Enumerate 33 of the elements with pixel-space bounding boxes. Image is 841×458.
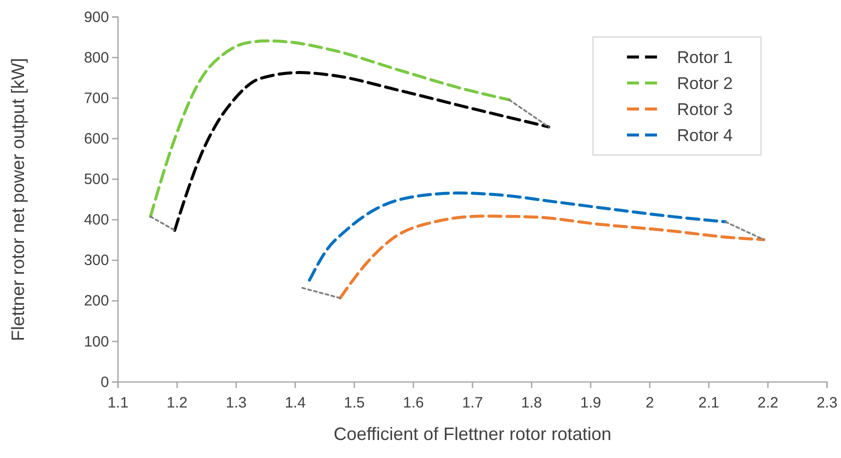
x-tick-label: 2.3 [816, 394, 838, 412]
y-tick-label: 300 [84, 252, 109, 270]
y-tick-label: 0 [100, 374, 109, 391]
x-tick-label: 1.9 [580, 394, 602, 412]
y-tick-label: 400 [84, 212, 109, 229]
line-series [308, 192, 727, 282]
x-tick-label: 1.4 [284, 394, 306, 412]
y-tick-label: 500 [84, 171, 109, 188]
y-tick-label: 100 [84, 333, 109, 350]
x-tick-label: 1.5 [344, 394, 365, 412]
x-tick-label: 1.7 [462, 394, 483, 412]
x-tick-label: 2.2 [757, 394, 778, 412]
legend-label: Rotor 2 [677, 74, 733, 93]
line-series [173, 71, 550, 232]
x-tick-label: 2.1 [698, 394, 720, 412]
legend-label: Rotor 1 [677, 48, 733, 67]
legend-label: Rotor 3 [677, 100, 733, 119]
y-tick-label: 200 [84, 292, 109, 310]
y-tick-label: 800 [84, 49, 109, 66]
x-tick-label: 1.6 [402, 394, 424, 412]
legend-label: Rotor 4 [677, 126, 733, 145]
x-tick-label: 2 [646, 394, 654, 412]
x-axis-title: Coefficient of Flettner rotor rotation [334, 424, 612, 444]
x-tick-label: 1.2 [166, 394, 188, 412]
line-series [148, 39, 511, 218]
y-tick-label: 600 [84, 130, 109, 148]
y-tick-label: 900 [84, 8, 109, 26]
line-series [338, 214, 766, 300]
x-tick-label: 1.1 [108, 394, 128, 412]
y-axis-title: Flettner rotor net power output [kW] [8, 58, 28, 342]
y-tick-label: 700 [84, 90, 109, 107]
x-tick-label: 1.3 [226, 394, 247, 412]
x-tick-label: 1.8 [521, 394, 542, 412]
